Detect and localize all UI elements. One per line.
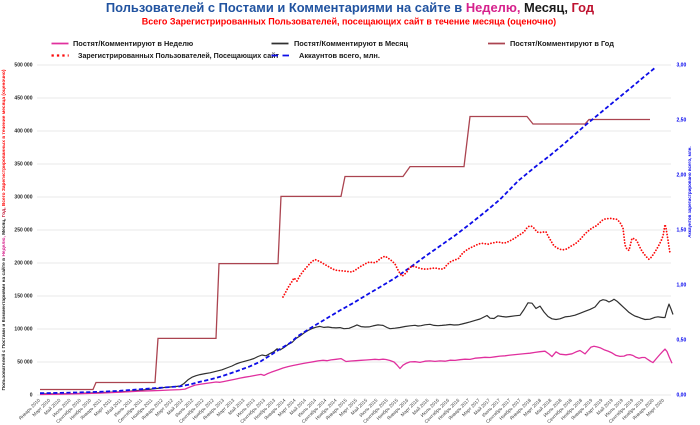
svg-text:150 000: 150 000: [14, 294, 32, 300]
svg-text:Постят/Комментируют в Год: Постят/Комментируют в Год: [510, 39, 614, 48]
svg-text:1,50: 1,50: [677, 228, 687, 234]
svg-text:Всего Зарегистрированных Польз: Всего Зарегистрированных Пользователей, …: [142, 17, 556, 27]
svg-text:Постят/Комментируют в Неделю: Постят/Комментируют в Неделю: [73, 39, 194, 48]
svg-text:100 000: 100 000: [14, 327, 32, 333]
svg-text:50 000: 50 000: [17, 360, 33, 366]
svg-text:350 000: 350 000: [14, 162, 32, 168]
svg-text:250 000: 250 000: [14, 228, 32, 234]
svg-text:0: 0: [30, 393, 33, 399]
svg-text:Пользователей с Постами и Комм: Пользователей с Постами и Комментариями …: [106, 0, 594, 15]
svg-text:Аккаунтов зарегистрировано все: Аккаунтов зарегистрировано всего, млн.: [687, 146, 692, 238]
svg-text:200 000: 200 000: [14, 261, 32, 267]
svg-text:2,50: 2,50: [677, 118, 687, 124]
svg-text:3,00: 3,00: [677, 63, 687, 69]
svg-text:450 000: 450 000: [14, 96, 32, 102]
svg-text:0,00: 0,00: [677, 393, 687, 399]
svg-text:Зарегистрированных Пользовател: Зарегистрированных Пользователей, Посеща…: [78, 52, 280, 60]
svg-text:Постят/Комментируют в Месяц: Постят/Комментируют в Месяц: [294, 39, 409, 48]
svg-text:400 000: 400 000: [14, 129, 32, 135]
svg-text:1,00: 1,00: [677, 283, 687, 289]
svg-text:500 000: 500 000: [14, 63, 32, 69]
svg-text:2,00: 2,00: [677, 173, 687, 179]
svg-text:Пользователей с Постами и Комм: Пользователей с Постами и Комментариями …: [0, 69, 7, 390]
svg-text:Аккаунтов всего, млн.: Аккаунтов всего, млн.: [299, 51, 380, 60]
svg-text:300 000: 300 000: [14, 195, 32, 201]
svg-text:0,50: 0,50: [677, 338, 687, 344]
